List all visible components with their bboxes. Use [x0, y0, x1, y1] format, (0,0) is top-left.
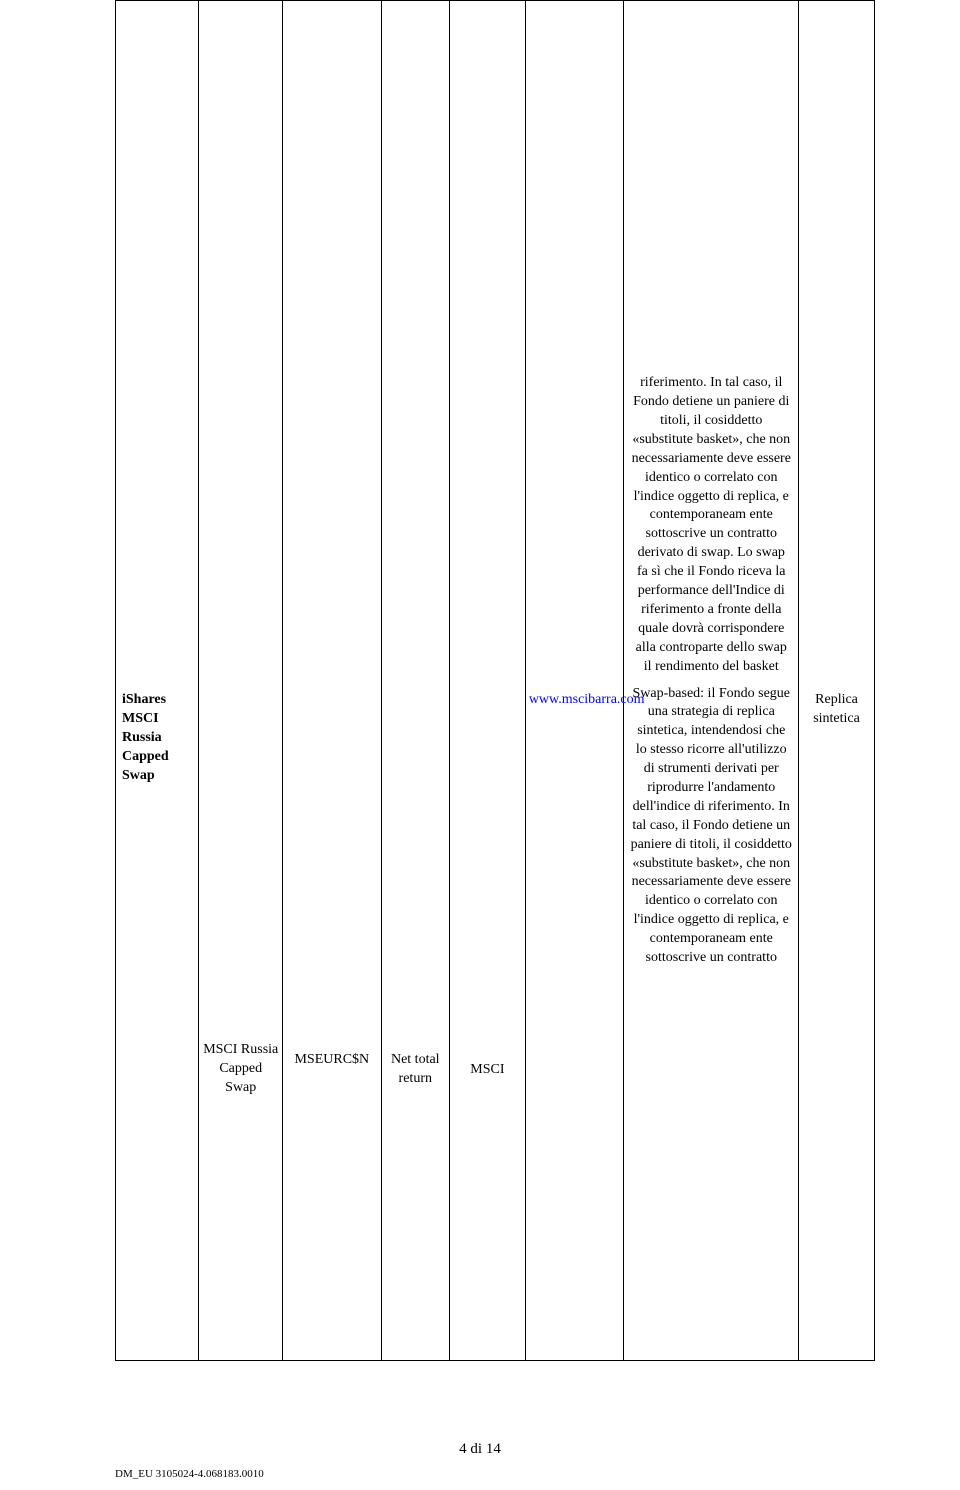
page-number: 4 di 14	[0, 1441, 960, 1458]
description-bottom-cell: Swap-based: il Fondo segue una strategia…	[624, 681, 799, 1361]
provider-cell: MSCI	[449, 1, 525, 1361]
data-table: iShares MSCI Russia Capped Swap MSCI Rus…	[115, 0, 875, 1361]
index-cell: MSCI Russia Capped Swap	[199, 1, 282, 1361]
description-top-cell: riferimento. In tal caso, il Fondo detie…	[624, 1, 799, 681]
return-type-cell: Net total return	[381, 1, 449, 1361]
ticker-cell: MSEURC$N	[282, 1, 381, 1361]
document-page: iShares MSCI Russia Capped Swap MSCI Rus…	[0, 0, 960, 1490]
fund-name-cell: iShares MSCI Russia Capped Swap	[116, 1, 199, 1361]
website-link[interactable]: www.mscibarra.com	[529, 692, 645, 707]
website-cell: www.mscibarra.com	[525, 1, 624, 1361]
table-row: iShares MSCI Russia Capped Swap MSCI Rus…	[116, 1, 875, 681]
document-reference: DM_EU 3105024-4.068183.0010	[115, 1468, 264, 1480]
replication-cell: Replica sintetica	[799, 1, 875, 1361]
